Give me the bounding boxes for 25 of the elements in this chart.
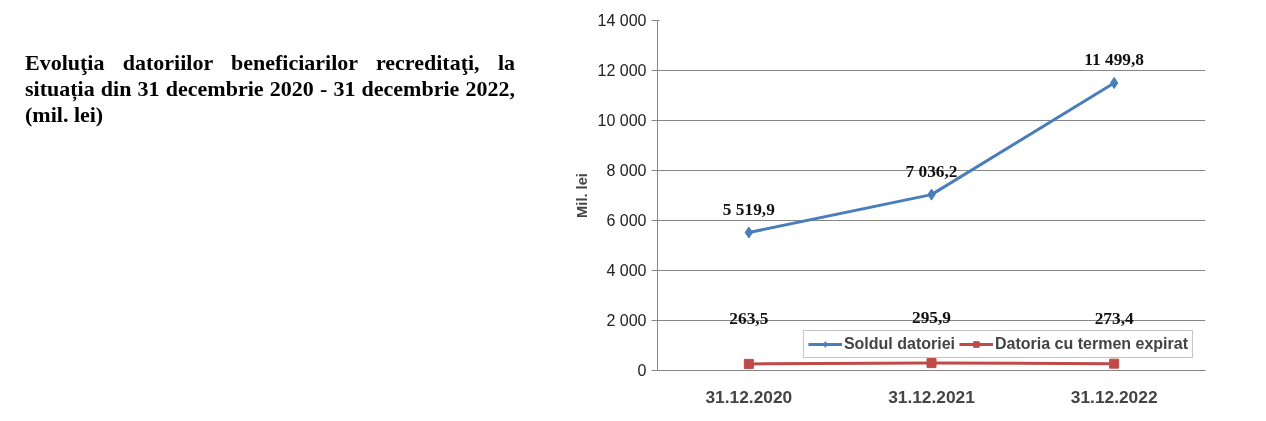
data-label: 295,9 <box>912 308 952 328</box>
y-tick-label: 14 000 <box>597 12 647 29</box>
x-tick-label: 31.12.2020 <box>705 386 793 407</box>
legend-label: Soldul datoriei <box>843 335 956 353</box>
data-label: 7 036,2 <box>905 161 958 181</box>
y-tick-label: 8 000 <box>606 162 647 179</box>
legend-label: Datoria cu termen expirat <box>995 335 1188 353</box>
y-axis-title: Mil. lei <box>573 173 590 218</box>
data-label: 263,5 <box>729 308 769 328</box>
y-tick-label: 0 <box>637 362 647 379</box>
y-tick-label: 2 000 <box>606 312 647 329</box>
data-label: 273,4 <box>1094 308 1134 328</box>
point <box>926 358 937 369</box>
y-tick-label: 12 000 <box>597 62 647 79</box>
y-tick-label: 6 000 <box>606 212 647 229</box>
point <box>743 358 754 369</box>
data-label: 11 499,8 <box>1084 50 1145 69</box>
x-tick-label: 31.12.2022 <box>1070 386 1158 407</box>
y-tick-label: 10 000 <box>597 112 647 129</box>
point <box>1110 77 1119 89</box>
data-label: 5 519,9 <box>722 199 776 219</box>
point <box>1109 358 1120 369</box>
y-tick-label: 4 000 <box>606 262 647 279</box>
text: Evoluţia datoriilor beneficiarilor recreditaţi, la situația din 31 decembrie 2020 - 31 decembrie 2022, (mil. lei) <box>24 49 516 128</box>
x-tick-label: 31.12.2021 <box>888 386 976 407</box>
